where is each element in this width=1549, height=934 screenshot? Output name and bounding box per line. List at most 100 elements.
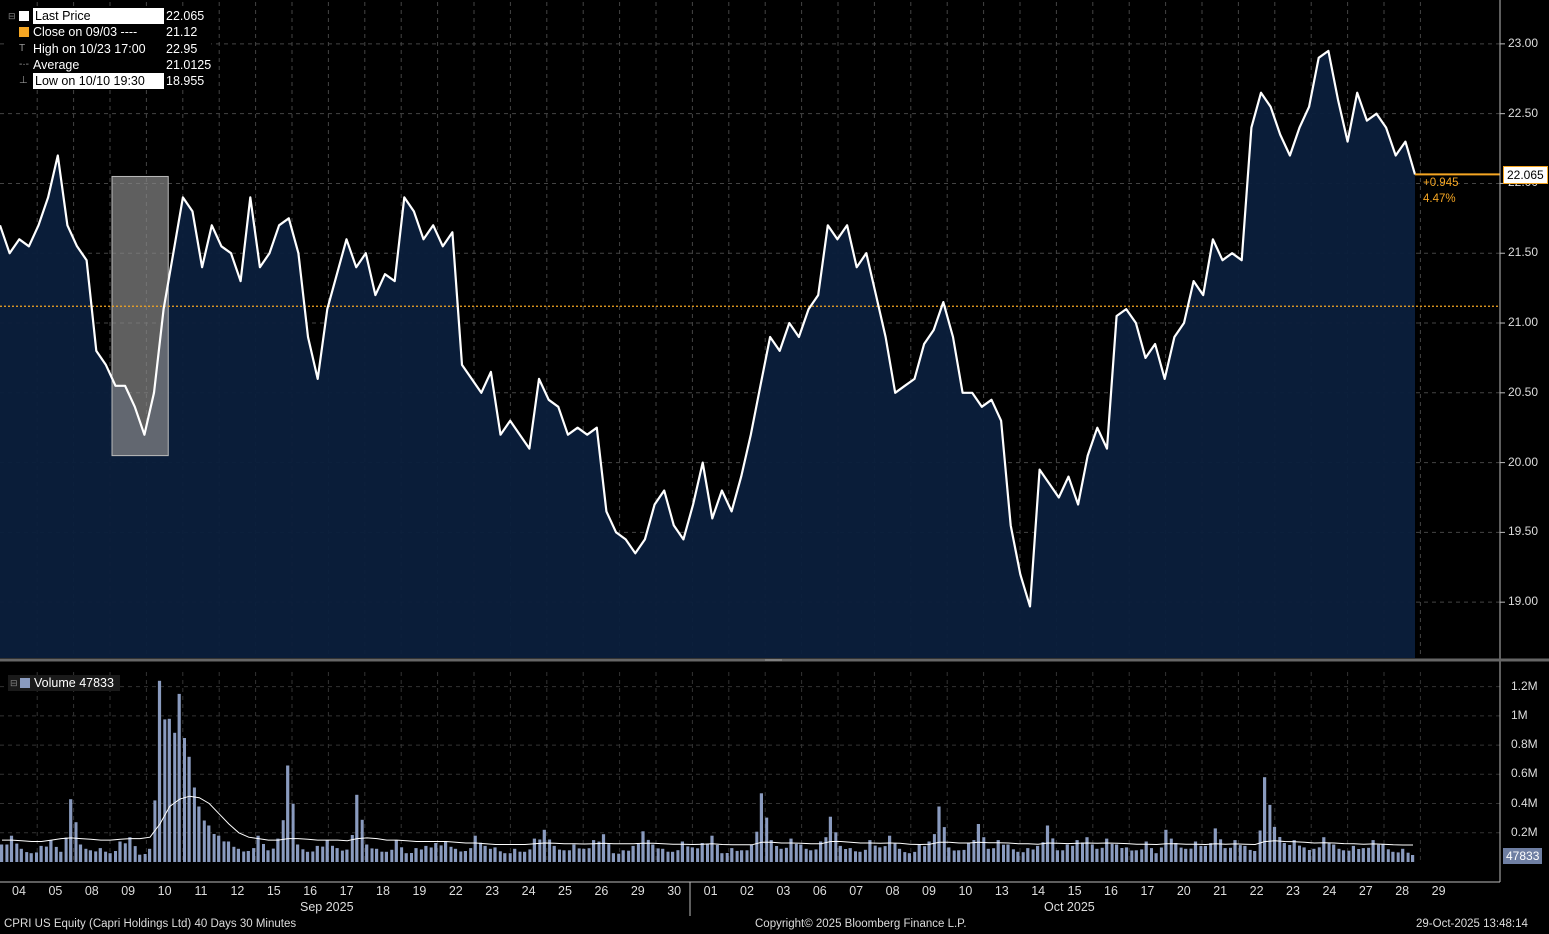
volume-bar — [321, 846, 325, 862]
volume-bar — [44, 846, 48, 862]
volume-bar — [1110, 843, 1114, 862]
volume-bar — [558, 849, 561, 862]
legend-value: 22.95 — [166, 41, 198, 56]
volume-tick-label: 0.4M — [1511, 795, 1538, 810]
volume-bar — [419, 849, 423, 862]
volume-bar — [439, 845, 443, 862]
volume-bar — [1332, 844, 1336, 862]
volume-bar — [1229, 847, 1232, 862]
volume-bar — [809, 850, 813, 862]
y-tick-label: 19.50 — [1508, 524, 1539, 539]
volume-bar — [680, 841, 684, 862]
x-tick-label: 27 — [1358, 884, 1373, 898]
x-tick-label: 24 — [1322, 884, 1337, 898]
y-tick-label: 21.00 — [1508, 315, 1539, 330]
volume-bar — [49, 840, 53, 862]
volume-bar — [1322, 837, 1326, 862]
volume-bar — [222, 841, 226, 862]
volume-bar — [1031, 849, 1035, 862]
volume-bar — [1411, 855, 1415, 862]
volume-bar — [138, 854, 142, 862]
price-line — [0, 49, 1417, 608]
month-label-oct: Oct 2025 — [1044, 900, 1095, 914]
volume-bar — [84, 848, 88, 862]
volume-bar — [1233, 840, 1237, 862]
volume-bar — [5, 844, 9, 862]
volume-bar — [493, 847, 497, 862]
y-tick-label: 20.50 — [1508, 384, 1539, 399]
legend-value: 21.12 — [166, 25, 198, 40]
x-tick-label: 14 — [1031, 884, 1046, 898]
x-tick-label: 12 — [230, 884, 245, 898]
x-tick-label: 04 — [12, 884, 26, 898]
volume-bar — [1193, 841, 1198, 862]
volume-bar — [118, 841, 122, 862]
volume-bar — [1263, 777, 1267, 862]
x-tick-label: 08 — [885, 884, 900, 898]
volume-swatch — [20, 678, 30, 688]
volume-bar — [1120, 848, 1124, 862]
volume-bar — [1115, 844, 1119, 862]
collapse-icon[interactable]: ⊟ — [10, 677, 18, 688]
volume-bar — [157, 680, 162, 862]
volume-bar — [913, 851, 917, 862]
volume-bar — [429, 847, 433, 862]
volume-bar — [794, 843, 798, 862]
collapse-icon[interactable]: ⊟ — [8, 11, 16, 21]
volume-bar — [710, 835, 714, 862]
volume-bar — [592, 840, 596, 862]
legend-value: 22.065 — [166, 9, 205, 23]
volume-bar — [64, 837, 68, 862]
volume-bar — [824, 837, 828, 862]
volume-bar — [700, 843, 704, 862]
volume-bar — [167, 718, 171, 862]
month-label-sep: Sep 2025 — [300, 900, 354, 914]
volume-bar — [572, 844, 576, 862]
volume-bar — [370, 848, 374, 862]
volume-bar — [375, 848, 379, 862]
volume-bar — [779, 848, 783, 862]
volume-bar — [1406, 852, 1410, 862]
volume-bar — [1307, 850, 1311, 862]
volume-bar — [384, 851, 388, 862]
volume-bar — [1065, 844, 1069, 862]
legend-low: ⊥ Low on 10/10 19:30 18.955 — [4, 73, 211, 90]
volume-bar — [962, 849, 966, 862]
volume-bar — [335, 848, 339, 862]
volume-bar — [932, 834, 936, 862]
volume-bar — [799, 844, 803, 862]
volume-bar — [715, 844, 719, 862]
volume-bar — [942, 827, 946, 862]
volume-bar — [873, 845, 877, 862]
volume-bar — [1021, 852, 1025, 862]
volume-bar — [1199, 845, 1203, 862]
legend-label: High on 10/23 17:00 — [33, 41, 146, 56]
y-tick-label: 22.50 — [1508, 105, 1539, 120]
volume-average-line — [2, 795, 1413, 846]
x-tick-label: 02 — [740, 884, 754, 898]
volume-average — [2, 795, 1413, 846]
volume-bar — [1317, 847, 1321, 862]
volume-bar — [444, 841, 448, 862]
volume-bar — [720, 853, 724, 862]
volume-bar — [94, 851, 98, 862]
x-tick-label: 10 — [958, 884, 973, 898]
volume-bar — [745, 850, 749, 862]
volume-bar — [542, 829, 546, 862]
volume-bar — [503, 853, 507, 862]
legend-label: Average — [33, 57, 80, 72]
volume-bar — [986, 848, 990, 862]
last-price-box: 22.065 — [1503, 166, 1548, 184]
x-tick-label: 24 — [521, 884, 536, 898]
volume-bar — [878, 847, 882, 862]
security-description: CPRI US Equity (Capri Holdings Ltd) 40 D… — [4, 918, 297, 930]
x-tick-label: 17 — [1140, 884, 1155, 898]
price-series-line — [0, 49, 1417, 608]
volume-bar — [982, 837, 986, 862]
volume-legend-label: Volume — [34, 676, 76, 690]
volume-bar — [74, 822, 78, 862]
volume-bar — [532, 838, 536, 862]
volume-bar — [621, 850, 625, 862]
volume-bar — [1243, 845, 1247, 862]
